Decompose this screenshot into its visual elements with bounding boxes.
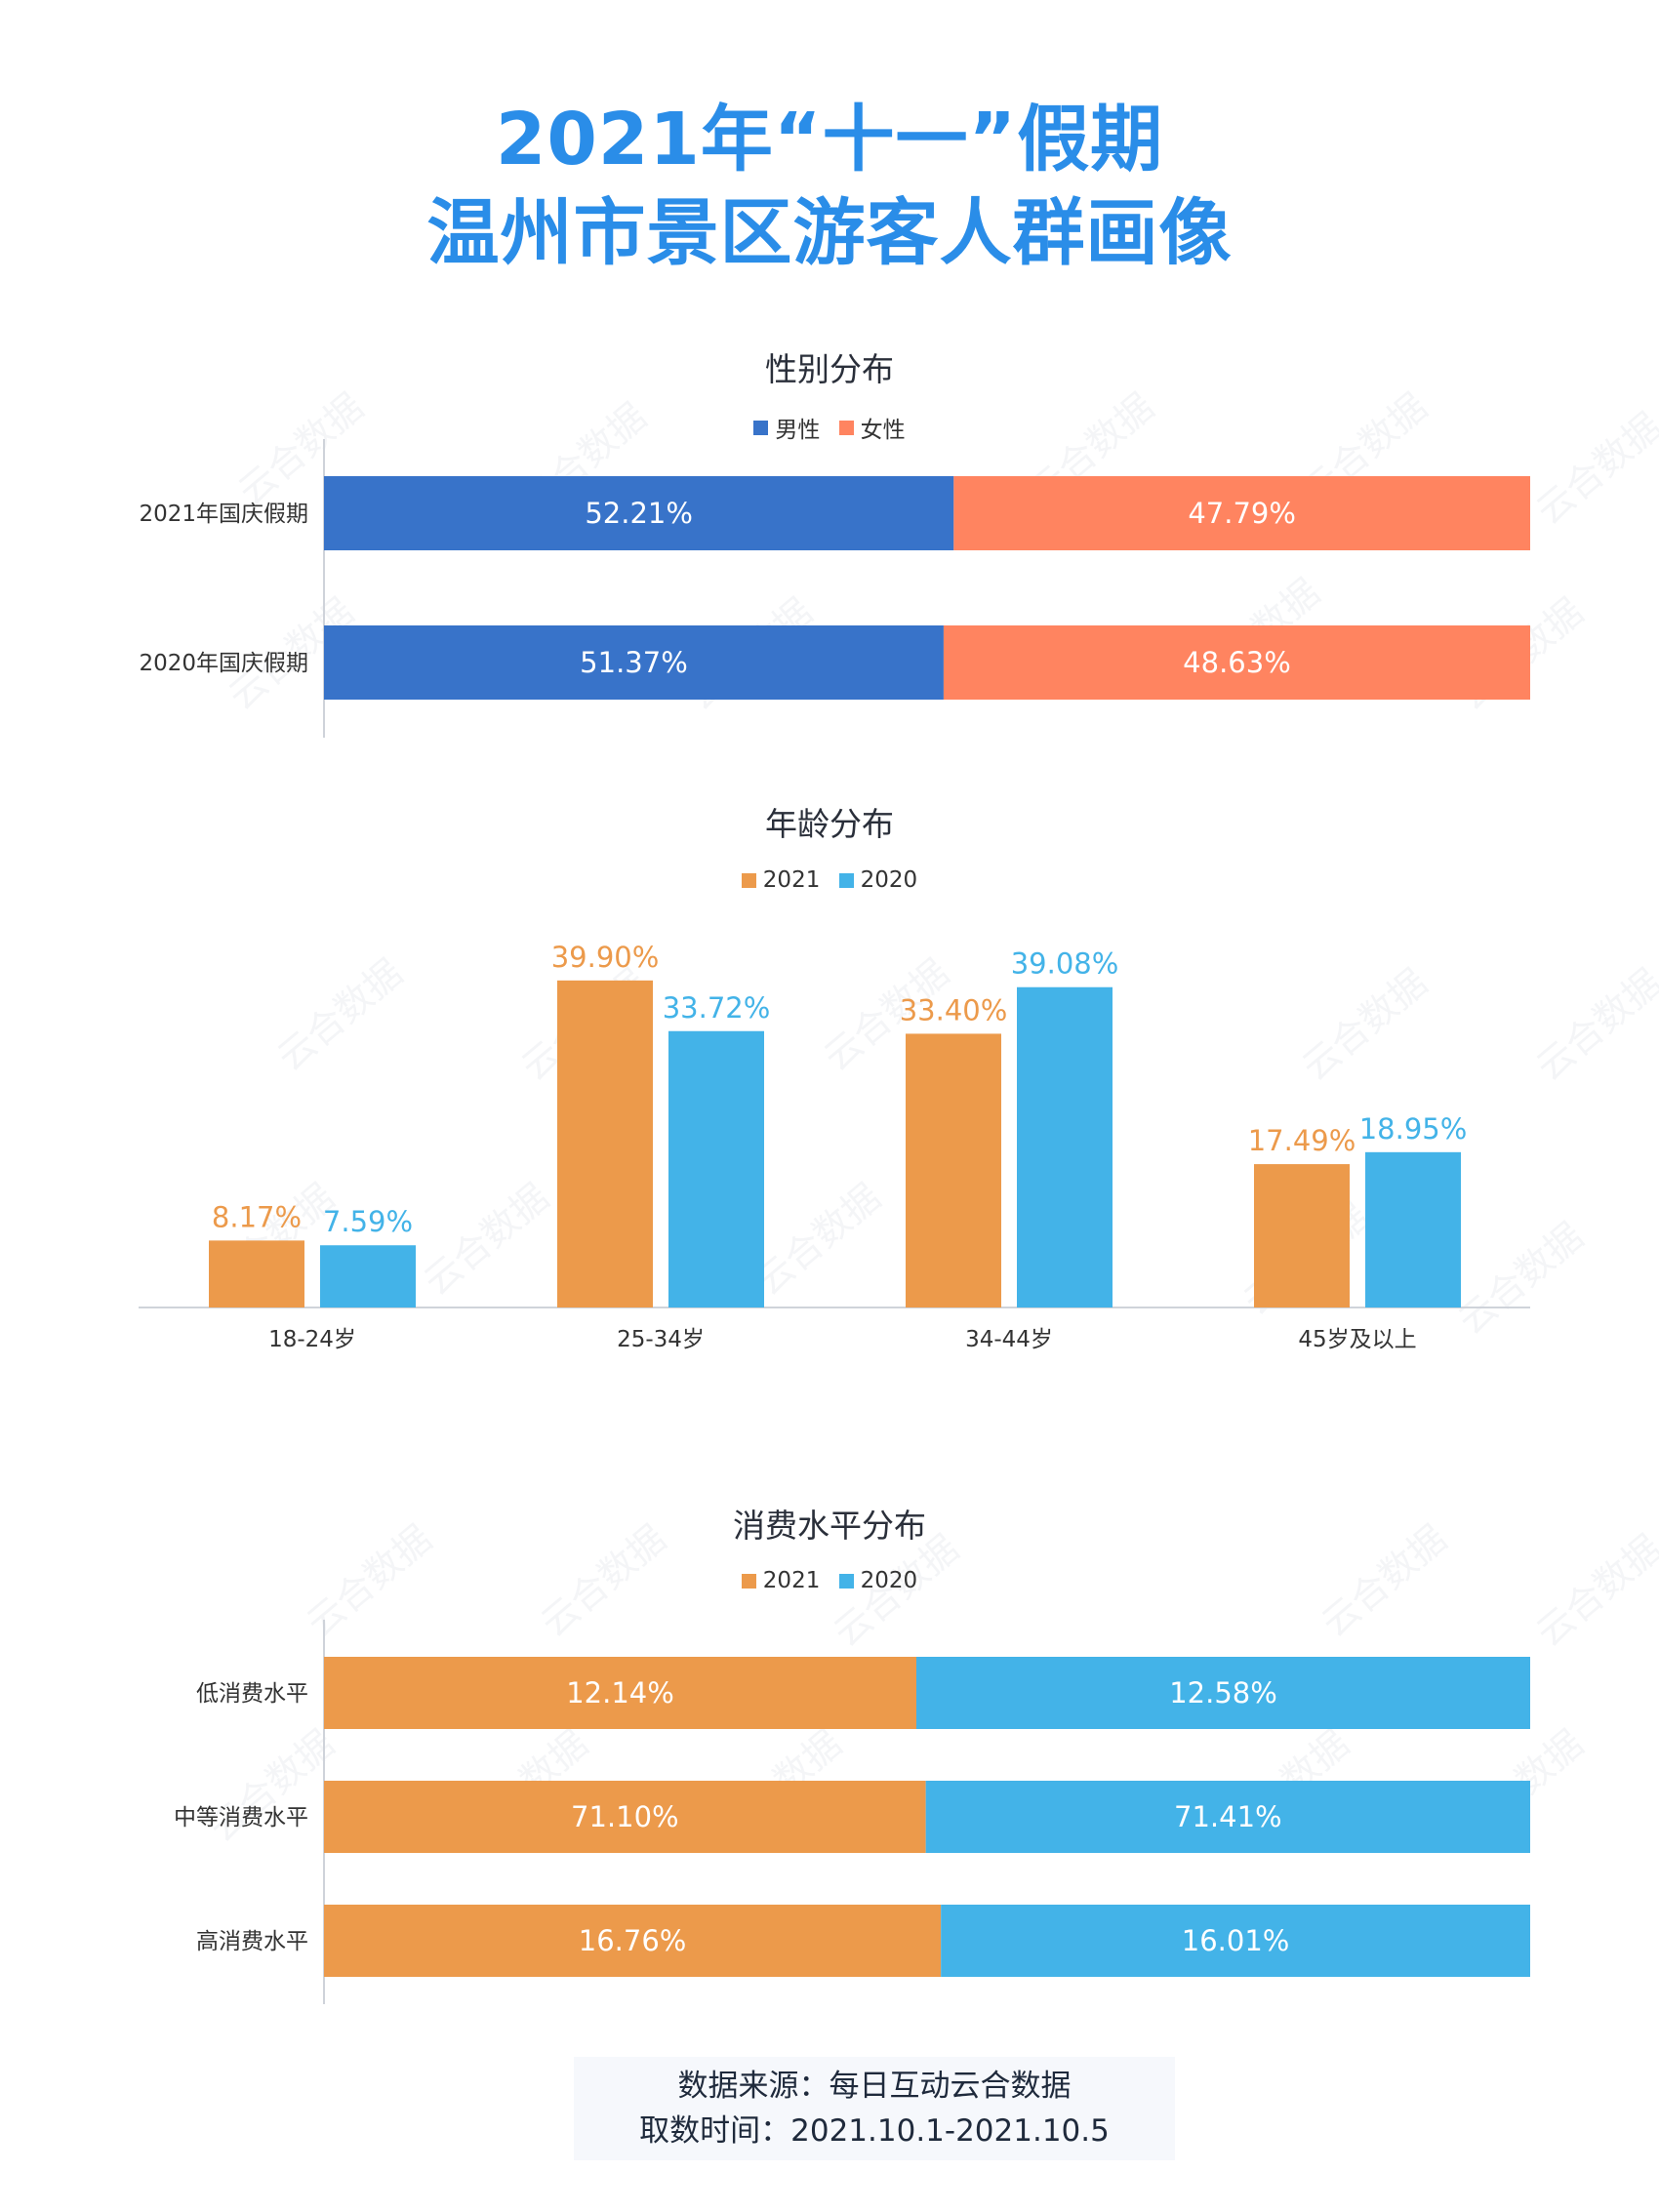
category-label: 2020年国庆假期 xyxy=(139,651,308,676)
title-line-1: 2021年“十一”假期 xyxy=(495,98,1164,181)
bar-segment xyxy=(953,476,1530,550)
legend-swatch-2021 xyxy=(741,872,756,888)
bar-segment xyxy=(324,476,954,550)
gender-chart-title: 性别分布 xyxy=(765,350,894,388)
data-label: 48.63% xyxy=(1183,646,1291,679)
bar xyxy=(557,980,653,1307)
legend-swatch-2021 xyxy=(741,1573,756,1589)
legend-label-2021: 2021 xyxy=(762,867,821,893)
age-legend: 2021 2020 xyxy=(0,867,1659,894)
legend-item-male: 男性 xyxy=(753,411,820,444)
category-label: 低消费水平 xyxy=(196,1681,308,1707)
gender-legend: 男性 女性 xyxy=(0,411,1659,444)
legend-label-male: 男性 xyxy=(775,418,821,443)
bar-segment xyxy=(925,1781,1530,1853)
age-chart-title: 年龄分布 xyxy=(765,805,894,843)
legend-swatch-2020 xyxy=(838,1573,854,1589)
page-title: 2021年“十一”假期 温州市景区游客人群画像 xyxy=(0,93,1659,280)
bar-segment xyxy=(941,1905,1530,1977)
legend-item-female: 女性 xyxy=(838,411,906,444)
data-label: 18.95% xyxy=(1359,1112,1468,1146)
consumption-legend: 2021 2020 xyxy=(0,1568,1659,1594)
consumption-chart-title: 消费水平分布 xyxy=(733,1507,926,1545)
data-label: 71.10% xyxy=(571,1800,679,1833)
x-tick-label: 34-44岁 xyxy=(965,1327,1053,1352)
legend-swatch-male xyxy=(753,420,769,435)
data-label: 7.59% xyxy=(323,1205,413,1238)
data-label: 39.08% xyxy=(1011,947,1119,981)
legend-swatch-2020 xyxy=(838,872,854,888)
age-chart: 8.17% 7.59% 18-24岁 39.90%33.72% 25-34岁 33.40%… xyxy=(139,941,1530,1352)
bar xyxy=(1254,1164,1350,1307)
bar xyxy=(906,1033,1001,1307)
bar-segment xyxy=(916,1657,1530,1729)
data-label: 12.58% xyxy=(1169,1676,1277,1709)
legend-item-2021: 2021 xyxy=(741,867,821,893)
bar xyxy=(668,1030,764,1307)
bar xyxy=(1365,1151,1461,1307)
data-label: 51.37% xyxy=(580,646,688,679)
data-period-line: 取数时间：2021.10.1-2021.10.5 xyxy=(639,2113,1110,2149)
category-label: 高消费水平 xyxy=(196,1929,308,1954)
bar-segment xyxy=(324,1781,926,1853)
consumption-chart: 低消费水平 12.14% 12.58% 中等消费水平 71.10% 71.41% 高消费水平… xyxy=(174,1620,1530,2004)
x-tick-label: 45岁及以上 xyxy=(1298,1327,1416,1352)
legend-label-2021: 2021 xyxy=(762,1568,821,1593)
gender-chart: 2021年国庆假期 52.21% 47.79% 2020年国庆假期 51.37% 48.6… xyxy=(139,439,1530,738)
data-label: 71.41% xyxy=(1174,1800,1282,1833)
legend-label-female: 女性 xyxy=(860,418,906,443)
legend-label-2020: 2020 xyxy=(860,1568,918,1593)
bar xyxy=(320,1245,416,1307)
data-label: 12.14% xyxy=(566,1676,674,1709)
bar xyxy=(1017,986,1113,1307)
x-tick-label: 25-34岁 xyxy=(617,1327,705,1352)
data-label: 16.76% xyxy=(579,1924,687,1957)
bar-segment xyxy=(324,625,944,700)
data-label: 16.01% xyxy=(1182,1924,1290,1957)
x-tick-label: 18-24岁 xyxy=(268,1327,356,1352)
data-label: 8.17% xyxy=(212,1200,302,1233)
data-label: 47.79% xyxy=(1188,497,1296,530)
legend-item-2020: 2020 xyxy=(838,1568,918,1593)
title-line-2: 温州市景区游客人群画像 xyxy=(426,191,1233,275)
legend-item-2020: 2020 xyxy=(838,867,918,893)
category-label: 2021年国庆假期 xyxy=(139,502,308,527)
legend-label-2020: 2020 xyxy=(860,867,918,893)
data-label: 39.90% xyxy=(551,941,660,974)
data-label: 33.40% xyxy=(900,993,1008,1026)
bar-segment xyxy=(324,1905,942,1977)
category-label: 中等消费水平 xyxy=(174,1805,308,1830)
legend-item-2021: 2021 xyxy=(741,1568,821,1593)
bar xyxy=(209,1240,304,1307)
data-label: 33.72% xyxy=(663,991,771,1025)
data-label: 52.21% xyxy=(585,497,693,530)
data-source-line: 数据来源：每日互动云合数据 xyxy=(677,2069,1072,2104)
legend-swatch-female xyxy=(838,420,854,435)
bar-segment xyxy=(943,625,1530,700)
bar-segment xyxy=(324,1657,916,1729)
data-source-box: 数据来源：每日互动云合数据 取数时间：2021.10.1-2021.10.5 xyxy=(574,2057,1175,2160)
data-label: 17.49% xyxy=(1248,1124,1356,1157)
